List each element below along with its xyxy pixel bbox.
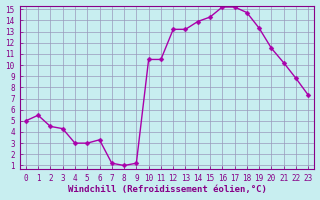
X-axis label: Windchill (Refroidissement éolien,°C): Windchill (Refroidissement éolien,°C) (68, 185, 267, 194)
